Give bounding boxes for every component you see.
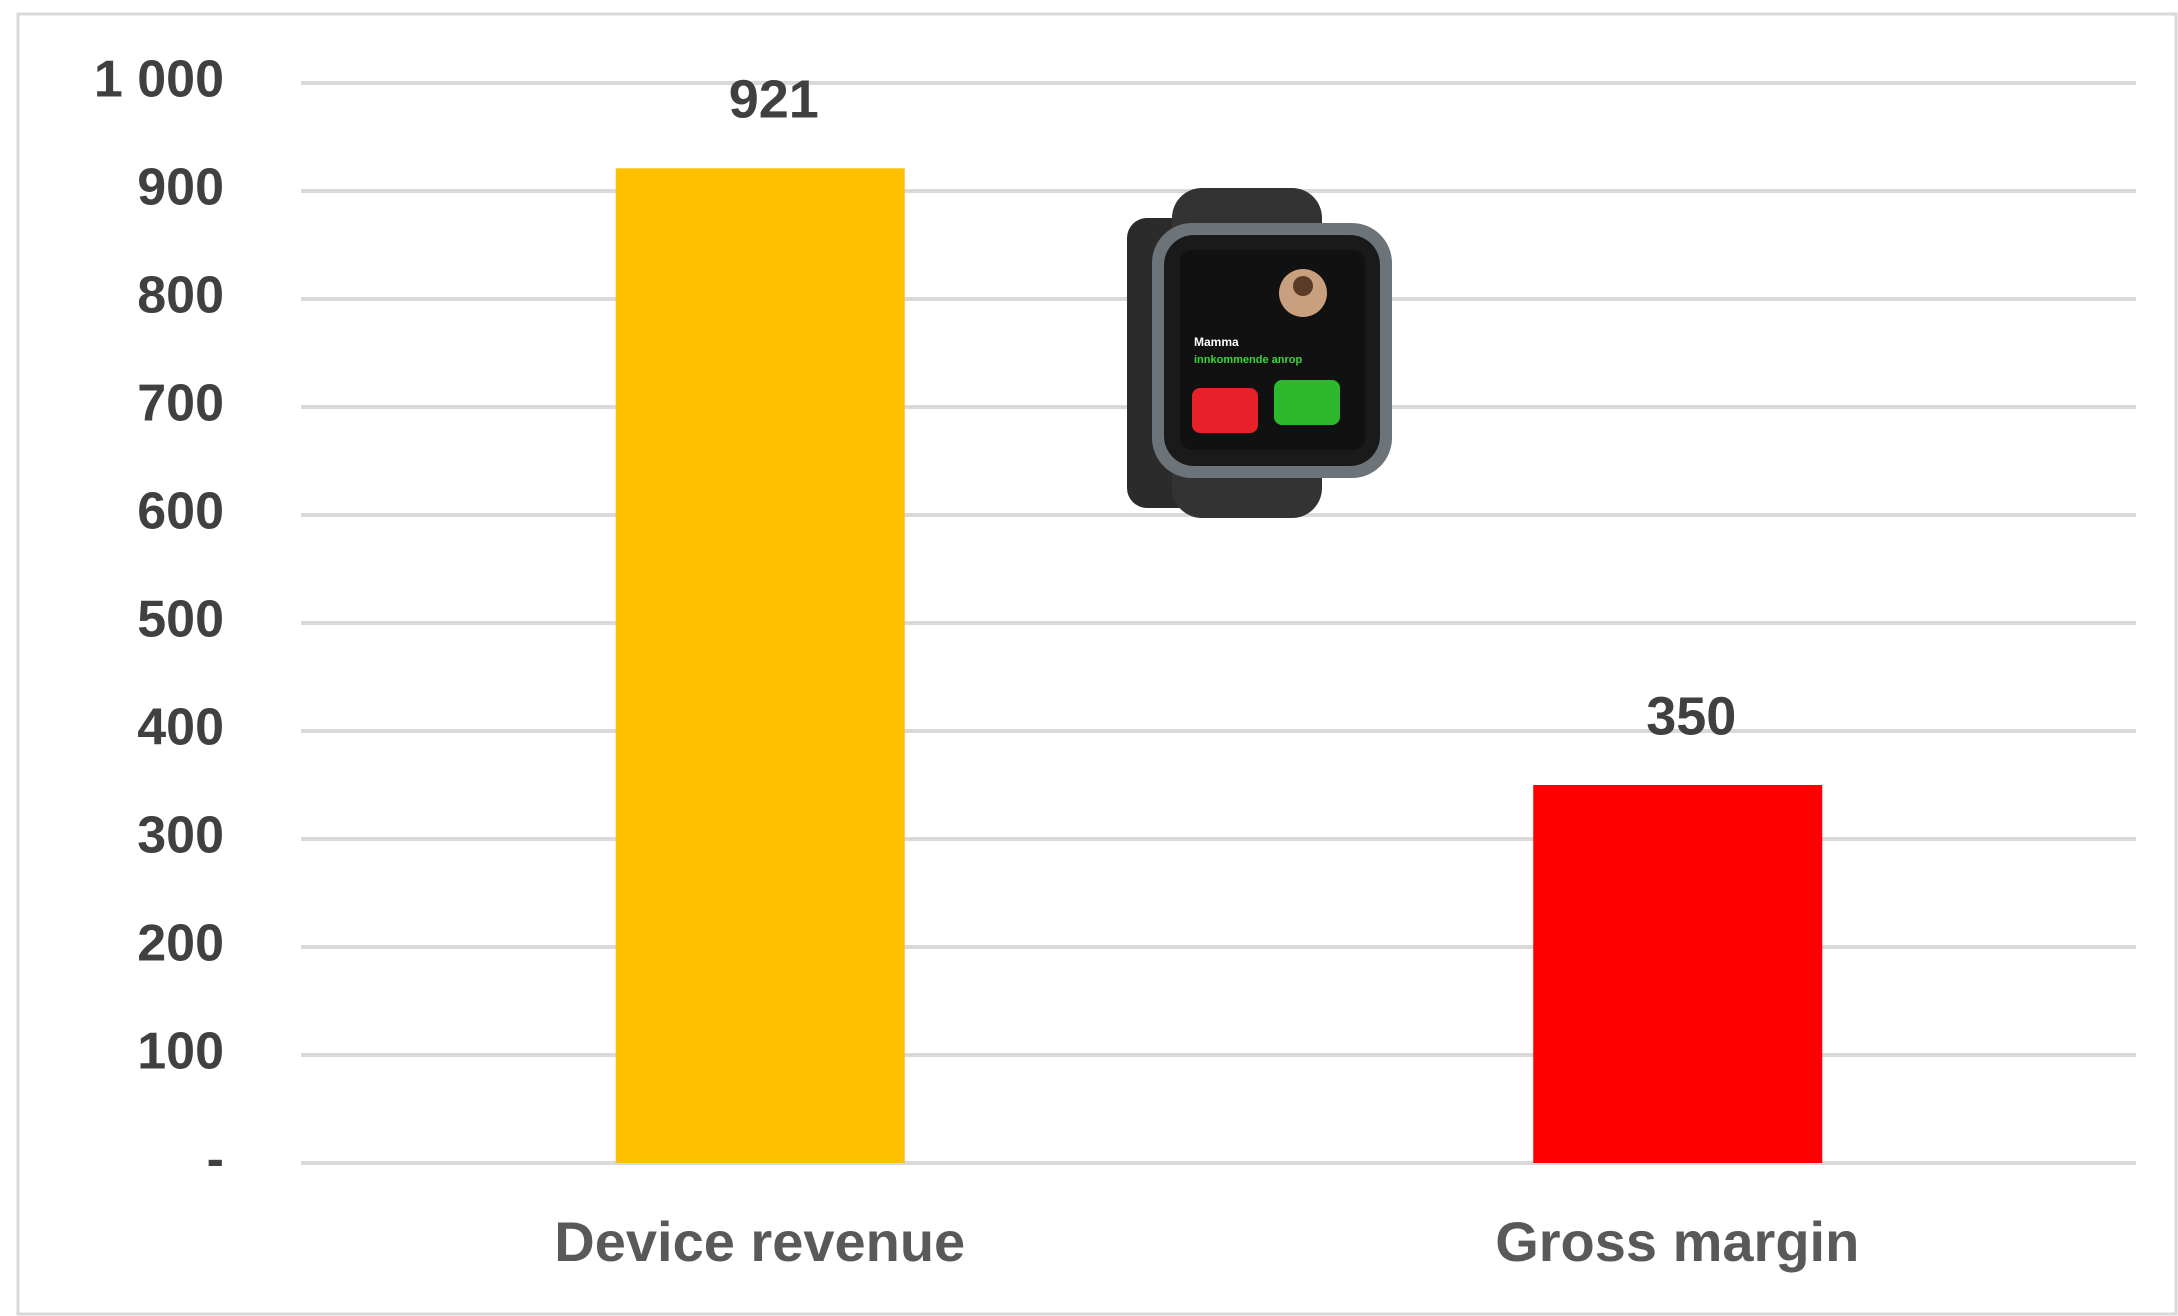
y-tick-label: 700: [137, 375, 224, 433]
y-tick-label: 800: [137, 267, 224, 325]
y-tick-label: -: [207, 1131, 224, 1189]
y-tick-label: 200: [137, 915, 224, 973]
grid: - 100 200 300 400 500 600 700 800 900 1 000: [94, 51, 2136, 1189]
chart: - 100 200 300 400 500 600 700 800 900 1 000 Device…: [0, 0, 2178, 1316]
watch-image: Mamma innkommende anrop: [1127, 188, 1392, 518]
watch-caller: Mamma: [1194, 335, 1239, 349]
y-tick-label: 100: [137, 1023, 224, 1081]
value-label: 350: [1646, 686, 1736, 746]
x-tick-label: Device revenue: [554, 1210, 965, 1273]
y-tick-label: 500: [137, 591, 224, 649]
bar: [1533, 785, 1822, 1163]
x-tick-label: Gross margin: [1495, 1210, 1859, 1273]
y-tick-label: 900: [137, 159, 224, 217]
y-tick-label: 300: [137, 807, 224, 865]
value-label: 921: [729, 70, 819, 130]
watch-status: innkommende anrop: [1194, 354, 1302, 366]
y-tick-label: 1 000: [94, 51, 224, 109]
y-tick-label: 600: [137, 483, 224, 541]
bar: [616, 168, 905, 1163]
chart-frame: [18, 14, 2176, 1314]
y-tick-label: 400: [137, 699, 224, 757]
